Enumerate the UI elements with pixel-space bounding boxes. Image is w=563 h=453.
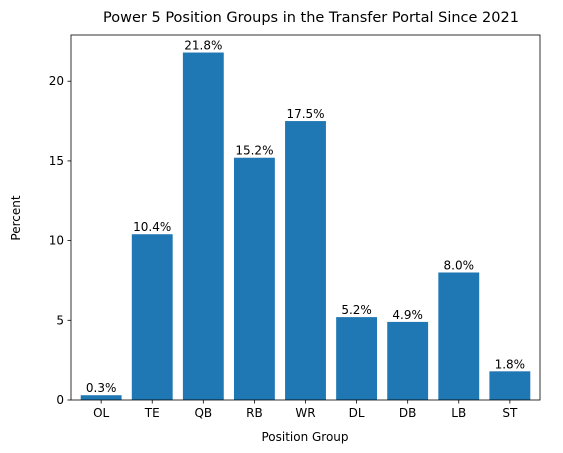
bar-dl — [336, 317, 378, 400]
bar-lb — [438, 272, 480, 400]
x-tick-label: QB — [194, 406, 212, 420]
x-axis-label: Position Group — [261, 430, 348, 444]
bar-db — [387, 321, 429, 400]
y-axis-label: Percent — [9, 195, 23, 240]
bar-te — [131, 234, 173, 400]
y-axis-ticks: 0 5 10 15 20 — [49, 74, 71, 407]
x-tick-label: RB — [246, 406, 263, 420]
data-label-db: 4.9% — [392, 308, 423, 322]
bar-ol — [80, 395, 122, 400]
data-label-ol: 0.3% — [86, 381, 117, 395]
chart-title: Power 5 Position Groups in the Transfer … — [103, 10, 519, 26]
bar-rb — [233, 157, 275, 400]
bar-qb — [182, 52, 224, 401]
data-label-qb: 21.8% — [184, 39, 222, 53]
data-label-wr: 17.5% — [286, 107, 324, 121]
data-label-rb: 15.2% — [235, 144, 273, 158]
y-tick-label: 10 — [49, 234, 64, 248]
y-tick-label: 20 — [49, 74, 64, 88]
x-tick-label: DB — [399, 406, 416, 420]
x-tick-label: ST — [502, 406, 518, 420]
y-tick-label: 5 — [56, 313, 64, 327]
plot-frame — [70, 34, 541, 401]
data-label-st: 1.8% — [495, 357, 526, 371]
x-tick-label: TE — [144, 406, 160, 420]
bar-wr — [285, 121, 326, 400]
data-label-dl: 5.2% — [341, 303, 372, 317]
x-tick-label: LB — [451, 406, 466, 420]
bars-group: 0.3% 10.4% 21.8% 15.2% 17.5% 5.2% 4.9% 8.0% 1.8% — [80, 39, 531, 401]
y-tick-label: 0 — [56, 393, 64, 407]
data-label-lb: 8.0% — [444, 258, 475, 272]
y-tick-label: 15 — [49, 154, 64, 168]
x-tick-label: OL — [93, 406, 109, 420]
data-label-te: 10.4% — [133, 220, 171, 234]
x-axis-ticks: OL TE QB RB WR DL DB LB ST — [93, 400, 518, 420]
x-tick-label: WR — [295, 406, 315, 420]
x-tick-label: DL — [349, 406, 365, 420]
bar-st — [489, 371, 531, 400]
